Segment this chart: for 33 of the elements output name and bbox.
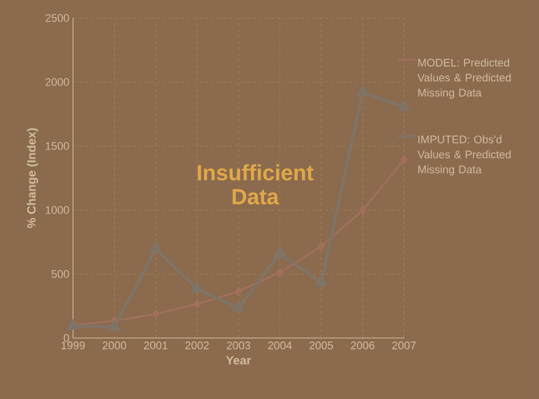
point [276, 268, 284, 277]
y-tick-label: 500 [52, 270, 70, 278]
annotation: Insufficient Data [198, 164, 314, 204]
legend-label: IMPUTED: Obs'd Values & Predicted Missing Data [417, 135, 511, 176]
x-tick-label: 2005 [310, 342, 333, 350]
point [274, 247, 286, 258]
x-tick-label: 2006 [350, 342, 374, 350]
y-tick-label: 1000 [46, 206, 70, 214]
point [356, 86, 368, 96]
y-tick-label: 2000 [46, 78, 70, 86]
x-tick-label: 2002 [185, 342, 209, 350]
point [398, 100, 410, 111]
point [150, 242, 162, 254]
x-axis-title: Year [226, 356, 251, 365]
x-tick-label: 2007 [392, 342, 416, 350]
point [232, 302, 244, 312]
y-tick-label: 0 [64, 334, 70, 342]
x-tick-label: 2000 [102, 342, 126, 350]
x-tick-label: 2001 [144, 342, 168, 350]
point [152, 310, 160, 319]
point [194, 299, 201, 308]
y-tick-label: 2500 [46, 14, 70, 22]
x-tick-label: 2003 [226, 342, 250, 350]
x-tick-label: 1999 [62, 342, 85, 350]
point [191, 282, 203, 293]
point [315, 276, 328, 286]
point [108, 320, 120, 331]
y-axis-title: % Change (Index) [26, 128, 38, 228]
legend-label: MODEL: Predicted Values & Predicted Missing Data [417, 58, 511, 99]
point [318, 242, 325, 251]
y-tick-label: 1500 [46, 142, 70, 150]
x-tick-label: 2004 [268, 342, 292, 350]
point [358, 206, 366, 215]
